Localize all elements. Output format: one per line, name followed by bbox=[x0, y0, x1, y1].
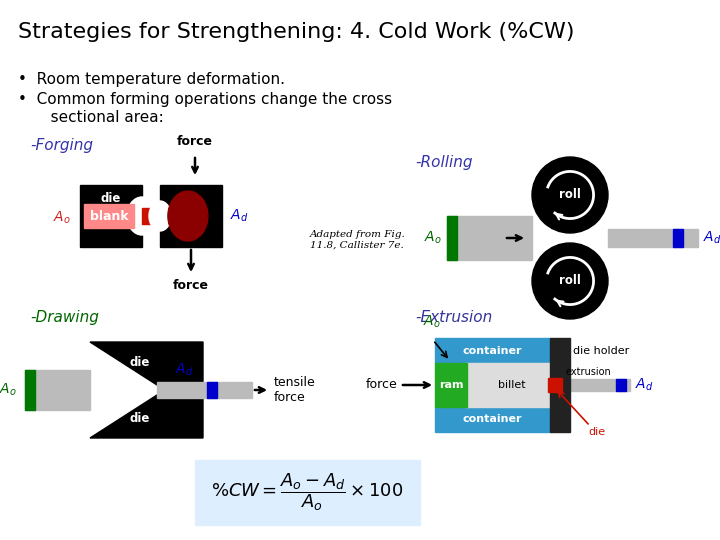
Text: roll: roll bbox=[559, 188, 581, 201]
Text: Adapted from Fig.
11.8, Callister 7e.: Adapted from Fig. 11.8, Callister 7e. bbox=[310, 230, 406, 249]
Text: $A_o$: $A_o$ bbox=[53, 210, 71, 226]
Bar bbox=[25, 370, 90, 410]
Bar bbox=[207, 382, 217, 398]
Text: •  Room temperature deformation.: • Room temperature deformation. bbox=[18, 72, 285, 87]
Bar bbox=[570, 379, 630, 391]
Text: $A_d$: $A_d$ bbox=[175, 362, 194, 378]
Text: container: container bbox=[463, 415, 522, 424]
Text: roll: roll bbox=[559, 274, 581, 287]
Polygon shape bbox=[90, 395, 203, 438]
Bar bbox=[157, 382, 252, 398]
Text: extrusion: extrusion bbox=[565, 367, 611, 377]
Text: Strategies for Strengthening: 4. Cold Work (%CW): Strategies for Strengthening: 4. Cold Wo… bbox=[18, 22, 575, 42]
Text: blank: blank bbox=[90, 210, 128, 222]
Text: $\%CW = \dfrac{A_o - A_d}{A_o} \times 100$: $\%CW = \dfrac{A_o - A_d}{A_o} \times 10… bbox=[212, 471, 404, 514]
Bar bbox=[447, 216, 457, 260]
Text: ram: ram bbox=[438, 380, 463, 390]
Bar bbox=[160, 185, 222, 247]
Text: -Extrusion: -Extrusion bbox=[415, 310, 492, 325]
Bar bbox=[550, 338, 570, 432]
Bar bbox=[673, 229, 683, 247]
Bar bbox=[435, 363, 467, 407]
Circle shape bbox=[532, 157, 608, 233]
Text: $A_o$: $A_o$ bbox=[423, 314, 441, 330]
Text: -Forging: -Forging bbox=[30, 138, 93, 153]
Bar bbox=[616, 379, 626, 391]
Text: -Drawing: -Drawing bbox=[30, 310, 99, 325]
Text: container: container bbox=[463, 346, 522, 355]
Text: -Rolling: -Rolling bbox=[415, 155, 472, 170]
Polygon shape bbox=[90, 342, 203, 385]
Bar bbox=[80, 185, 142, 247]
Bar bbox=[608, 229, 698, 247]
Bar bbox=[435, 338, 550, 363]
Bar bbox=[465, 363, 550, 407]
Text: $A_d$: $A_d$ bbox=[230, 208, 248, 224]
Bar bbox=[142, 208, 160, 224]
Text: tensile
force: tensile force bbox=[274, 376, 316, 404]
Ellipse shape bbox=[149, 201, 171, 231]
Ellipse shape bbox=[127, 197, 157, 235]
Bar bbox=[195, 460, 420, 525]
Text: sectional area:: sectional area: bbox=[36, 110, 163, 125]
Text: force: force bbox=[177, 135, 213, 148]
Bar bbox=[25, 370, 35, 410]
Bar bbox=[447, 216, 532, 260]
Text: die: die bbox=[130, 355, 150, 368]
Bar bbox=[548, 378, 562, 392]
Circle shape bbox=[532, 243, 608, 319]
Text: die holder: die holder bbox=[573, 346, 629, 355]
Text: $A_o$: $A_o$ bbox=[424, 230, 442, 246]
Text: force: force bbox=[173, 279, 209, 292]
Text: die: die bbox=[101, 192, 121, 205]
Text: $A_d$: $A_d$ bbox=[635, 377, 654, 393]
Text: die: die bbox=[130, 411, 150, 424]
Bar bbox=[435, 407, 550, 432]
Text: die: die bbox=[588, 427, 605, 437]
Text: $A_d$: $A_d$ bbox=[703, 230, 720, 246]
Bar bbox=[84, 204, 134, 228]
Text: force: force bbox=[365, 379, 397, 392]
Text: $A_o$: $A_o$ bbox=[0, 382, 17, 398]
Ellipse shape bbox=[168, 191, 208, 241]
Text: billet: billet bbox=[498, 380, 526, 390]
Text: •  Common forming operations change the cross: • Common forming operations change the c… bbox=[18, 92, 392, 107]
